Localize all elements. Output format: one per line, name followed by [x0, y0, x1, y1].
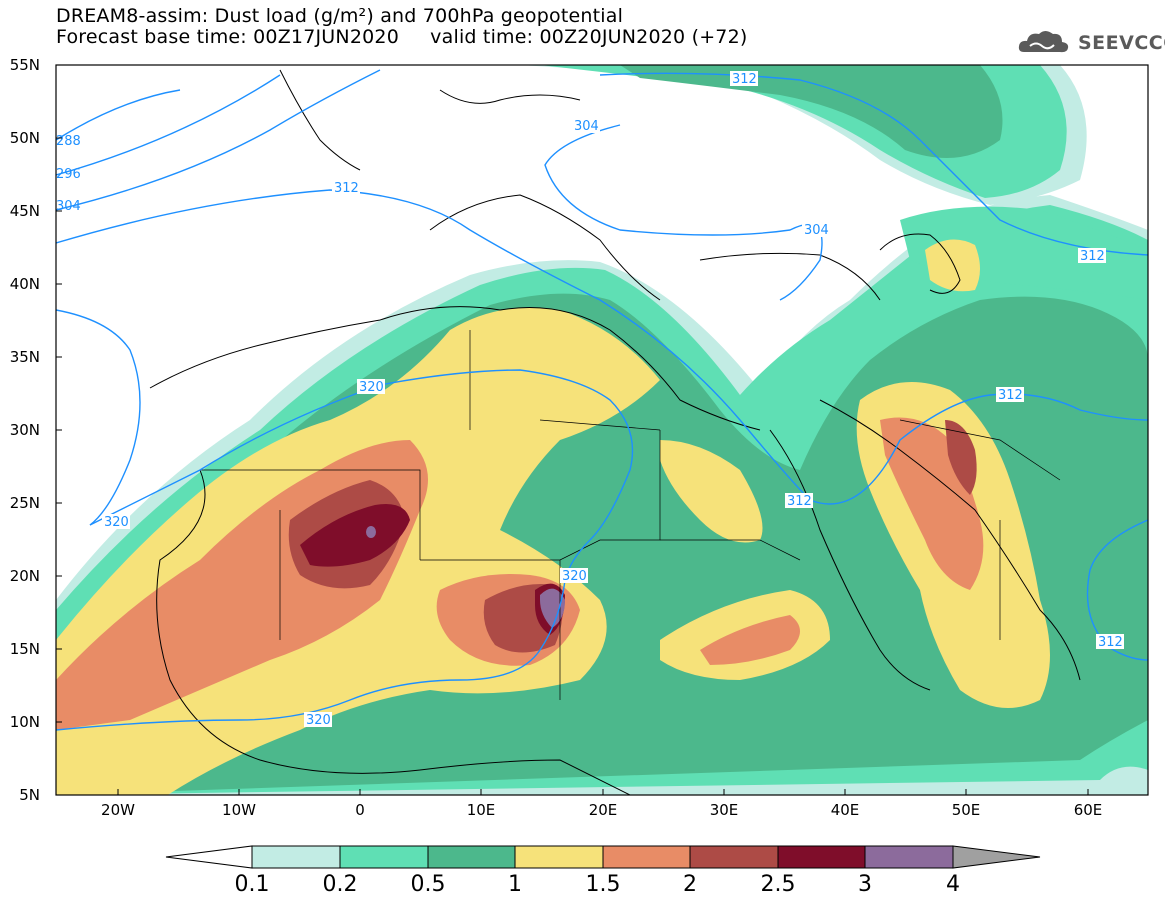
- dust-level-3: [540, 588, 565, 628]
- lon-label: 0: [355, 801, 365, 819]
- contour-label: 304: [56, 199, 81, 214]
- borders: [200, 330, 1061, 700]
- lat-label: 15N: [9, 640, 40, 658]
- contour-label: 312: [1080, 249, 1105, 264]
- lon-label: 60E: [1073, 801, 1103, 819]
- contour-label: 312: [334, 181, 359, 196]
- colorbar-label: 1.5: [585, 872, 621, 897]
- dust-level-1.5-sudan: [700, 615, 800, 665]
- lon-label: 50E: [951, 801, 981, 819]
- lat-label: 35N: [9, 348, 40, 366]
- contour-label: 304: [574, 119, 599, 134]
- lon-label: 10W: [222, 801, 256, 819]
- colorbar-label: 2: [683, 872, 697, 897]
- coastlines: [149, 69, 1081, 795]
- dust-level-3-mali: [366, 526, 376, 538]
- contour-label: 288: [56, 134, 81, 149]
- colorbar-label: 0.1: [234, 872, 270, 897]
- dust-level-1-caspian: [925, 239, 980, 292]
- colorbar-label: 0.2: [322, 872, 358, 897]
- contour-label: 296: [56, 167, 81, 182]
- map-title: DREAM8-assim: Dust load (g/m²) and 700hP…: [56, 5, 624, 27]
- lat-label: 10N: [9, 713, 40, 731]
- lat-label: 50N: [9, 129, 40, 147]
- lon-label: 20E: [588, 801, 618, 819]
- lat-label: 20N: [9, 567, 40, 585]
- contour-labels: 312 304 312 304 312 320 312 320 312 320 …: [56, 71, 1124, 728]
- lon-label: 30E: [709, 801, 739, 819]
- contour-label: 312: [998, 388, 1023, 403]
- seevccc-logo: SEEVCCC: [1016, 26, 1165, 58]
- contour-label: 320: [306, 713, 331, 728]
- dust-level-0.5-north: [620, 65, 1003, 158]
- lon-label: 40E: [830, 801, 860, 819]
- dust-level-1-egypt: [660, 440, 763, 543]
- colorbar-label: 4: [946, 872, 960, 897]
- map-subtitle: Forecast base time: 00Z17JUN2020 valid t…: [56, 26, 748, 48]
- lat-label: 25N: [9, 494, 40, 512]
- contour-label: 312: [1098, 635, 1123, 650]
- lat-label: 45N: [9, 202, 40, 220]
- colorbar-label: 2.5: [760, 872, 796, 897]
- contour-label: 320: [359, 380, 384, 395]
- logo-text: SEEVCCC: [1078, 32, 1165, 54]
- lon-label: 20W: [101, 801, 135, 819]
- contour-label: 320: [562, 569, 587, 584]
- contour-label: 304: [804, 223, 829, 238]
- lon-label: 10E: [466, 801, 496, 819]
- contour-label: 312: [732, 72, 757, 87]
- lat-label: 30N: [9, 421, 40, 439]
- axis-ticks: [56, 64, 1089, 795]
- dust-level-2-gulf: [945, 420, 977, 495]
- colorbar-label: 3: [858, 872, 872, 897]
- contour-label: 320: [104, 515, 129, 530]
- lat-label: 5N: [19, 786, 40, 804]
- colorbar-label: 1: [508, 872, 522, 897]
- lat-label: 55N: [9, 56, 40, 74]
- dust-level-0.2-caspian: [900, 206, 1148, 300]
- lat-label: 40N: [9, 275, 40, 293]
- contour-label: 312: [787, 494, 812, 509]
- dust-level-2.5: [300, 504, 410, 567]
- cloud-icon: [1018, 31, 1069, 53]
- colorbar-label: 0.5: [410, 872, 446, 897]
